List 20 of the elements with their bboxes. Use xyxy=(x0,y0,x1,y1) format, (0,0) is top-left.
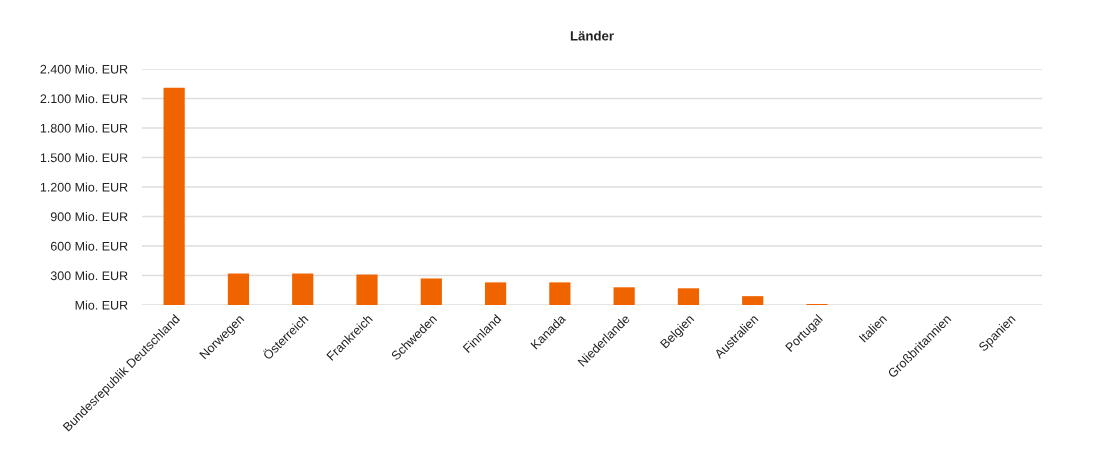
bar xyxy=(163,87,185,305)
bar xyxy=(227,273,250,305)
y-tick-label: 1.500 Mio. EUR xyxy=(40,152,128,163)
bar xyxy=(613,287,635,305)
y-tick-label: Mio. EUR xyxy=(75,300,128,310)
y-tick-label: 300 Mio. EUR xyxy=(50,270,128,281)
bar xyxy=(742,296,764,305)
bar xyxy=(677,288,700,305)
y-tick-label: 900 Mio. EUR xyxy=(50,211,128,222)
bar xyxy=(292,273,314,305)
y-tick-label: 1.200 Mio. EUR xyxy=(40,182,128,192)
y-tick-label: 1.800 Mio. EUR xyxy=(40,123,128,133)
chart-title: Länder xyxy=(570,30,614,41)
y-tick-label: 600 Mio. EUR xyxy=(50,241,128,251)
y-tick-label: 2.100 Mio. EUR xyxy=(40,93,128,104)
bar xyxy=(356,274,378,305)
bar xyxy=(420,278,442,305)
y-tick-label: 2.400 Mio. EUR xyxy=(40,64,128,74)
bar xyxy=(549,282,571,305)
bar xyxy=(484,282,507,305)
